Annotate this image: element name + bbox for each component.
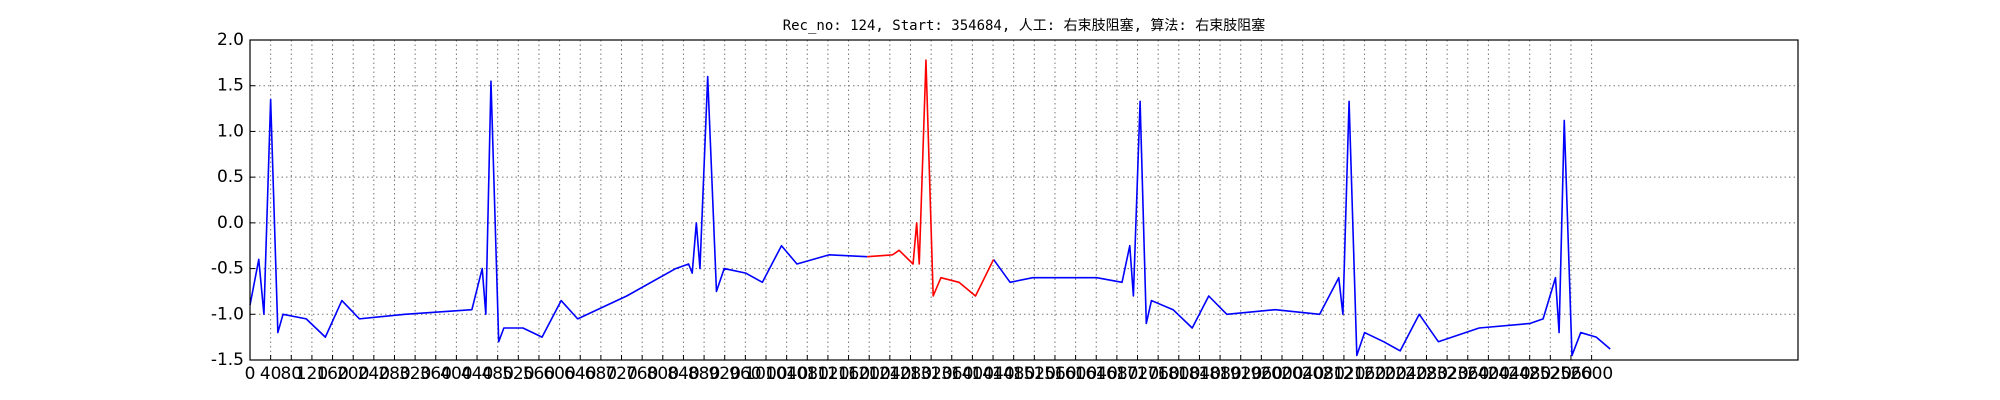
x-tick-label: 2080 (1302, 364, 1345, 384)
x-tick-label: 1520 (1013, 364, 1056, 384)
x-tick-label: 1400 (951, 364, 994, 384)
x-tick-label: 920 (708, 364, 740, 384)
x-tick-label: 440 (461, 364, 493, 384)
x-tick-label: 1640 (1075, 364, 1118, 384)
x-tick-label: 2480 (1508, 364, 1551, 384)
x-tick-label: 1880 (1198, 364, 1241, 384)
x-tick-label: 840 (667, 364, 699, 384)
x-tick-label: 1360 (930, 364, 973, 384)
x-tick-label: 40 (260, 364, 282, 384)
x-tick-label: 160 (316, 364, 348, 384)
x-tick-label: 1440 (971, 364, 1014, 384)
x-tick-label: 1080 (786, 364, 829, 384)
x-tick-label: 400 (440, 364, 472, 384)
x-tick-label: 1920 (1219, 364, 1262, 384)
x-tick-label: 120 (296, 364, 328, 384)
x-tick-label: 680 (585, 364, 617, 384)
x-tick-label: 0 (245, 364, 256, 384)
x-tick-label: 2200 (1364, 364, 1407, 384)
x-tick-label: 1720 (1116, 364, 1159, 384)
chart-title: Rec_no: 124, Start: 354684, 人工: 右束肢阻塞, 算… (783, 17, 1266, 34)
x-tick-label: 1280 (889, 364, 932, 384)
x-tick-label: 2280 (1405, 364, 1448, 384)
x-tick-label: 2160 (1343, 364, 1386, 384)
x-tick-label: 1600 (1054, 364, 1097, 384)
x-tick-label: 1680 (1095, 364, 1138, 384)
x-tick-label: 2360 (1446, 364, 1489, 384)
y-tick-label: 1.0 (217, 121, 244, 141)
x-tick-label: 2000 (1260, 364, 1303, 384)
data-line (249, 75, 1611, 357)
x-tick-label: 2240 (1384, 364, 1427, 384)
x-tick-label: 2600 (1570, 364, 1613, 384)
x-tick-label: 760 (626, 364, 658, 384)
x-tick-label: 1240 (868, 364, 911, 384)
x-tick-label: 2520 (1529, 364, 1572, 384)
x-tick-label: 240 (358, 364, 390, 384)
x-tick-label: 600 (543, 364, 575, 384)
x-tick-label: 720 (605, 364, 637, 384)
y-tick-label: -1.0 (211, 304, 244, 324)
data-line (867, 59, 995, 297)
x-tick-label: 280 (378, 364, 410, 384)
x-tick-label: 2560 (1549, 364, 1592, 384)
y-tick-label: 1.5 (217, 76, 244, 96)
plot-frame (249, 39, 1799, 361)
x-tick-label: 1120 (806, 364, 849, 384)
x-tick-label: 2440 (1487, 364, 1530, 384)
x-tick-label: 960 (729, 364, 761, 384)
x-tick-label: 2320 (1425, 364, 1468, 384)
x-tick-label: 800 (647, 364, 679, 384)
x-tick-label: 1840 (1178, 364, 1221, 384)
x-tick-label: 1000 (744, 364, 787, 384)
x-tick-label: 2120 (1322, 364, 1365, 384)
x-tick-label: 1560 (1033, 364, 1076, 384)
x-tick-label: 1320 (909, 364, 952, 384)
x-tick-label: 360 (420, 364, 452, 384)
x-tick-label: 560 (523, 364, 555, 384)
x-tick-label: 640 (564, 364, 596, 384)
x-tick-label: 1760 (1137, 364, 1180, 384)
y-tick-label: 0.0 (217, 213, 244, 233)
x-tick-label: 1200 (848, 364, 891, 384)
y-tick-label: -0.5 (211, 259, 244, 279)
x-tick-label: 2040 (1281, 364, 1324, 384)
x-tick-label: 520 (502, 364, 534, 384)
x-tick-label: 880 (688, 364, 720, 384)
x-tick-label: 2400 (1467, 364, 1510, 384)
y-tick-label: -1.5 (211, 350, 244, 370)
x-tick-label: 1480 (992, 364, 1035, 384)
y-tick-label: 2.0 (217, 30, 244, 50)
x-tick-label: 480 (481, 364, 513, 384)
x-tick-label: 1960 (1240, 364, 1283, 384)
x-tick-label: 200 (337, 364, 369, 384)
x-tick-label: 1040 (765, 364, 808, 384)
y-tick-label: 0.5 (217, 167, 244, 187)
x-tick-label: 320 (399, 364, 431, 384)
x-tick-label: 1160 (827, 364, 870, 384)
x-tick-label: 1800 (1157, 364, 1200, 384)
x-tick-label: 80 (280, 364, 302, 384)
